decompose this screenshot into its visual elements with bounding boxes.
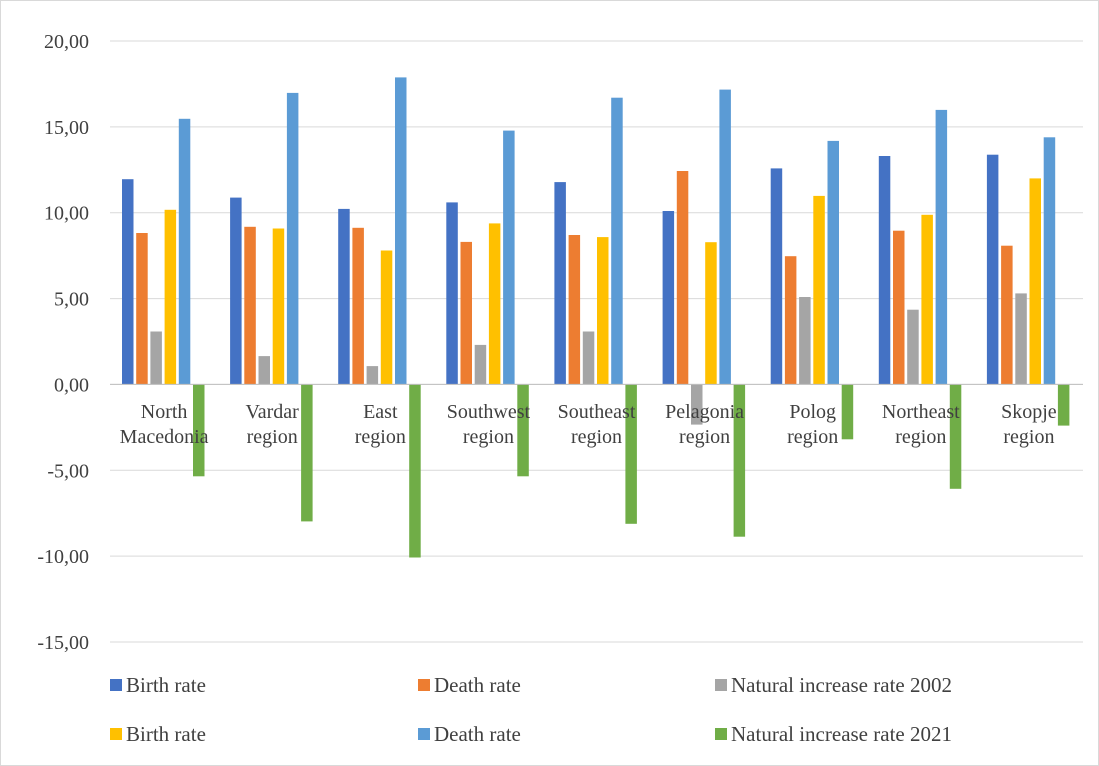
bar (784, 256, 797, 385)
bar (799, 297, 811, 385)
bar (907, 309, 919, 385)
bar (122, 179, 134, 385)
bar (272, 228, 285, 385)
bar (625, 384, 637, 524)
bar (935, 109, 948, 385)
bar (568, 235, 581, 385)
bar (395, 77, 407, 385)
bar (380, 250, 393, 385)
bar (813, 195, 825, 385)
bar (1057, 384, 1070, 426)
bar (338, 208, 350, 385)
legend-label: Death rate (434, 673, 521, 697)
bar (582, 331, 595, 385)
bar (770, 168, 783, 385)
bar (1029, 178, 1041, 385)
bar (244, 226, 256, 385)
legend-label: Death rate (434, 722, 521, 746)
y-tick-label: 5,00 (54, 289, 89, 311)
bar (662, 211, 675, 385)
bar (841, 384, 854, 440)
bar (460, 241, 472, 385)
category-label: North Macedonia (120, 401, 209, 448)
category-label: East region (355, 401, 406, 448)
y-tick-label: 15,00 (44, 117, 89, 139)
bar (827, 140, 839, 385)
legend-swatch (715, 679, 727, 691)
y-tick-label: -15,00 (37, 632, 89, 654)
y-tick-label: 20,00 (44, 31, 89, 53)
bar (878, 156, 891, 385)
bar (597, 237, 609, 385)
y-tick-label: -10,00 (37, 546, 89, 568)
bar (705, 242, 717, 385)
bar (921, 214, 933, 385)
legend-swatch (715, 728, 727, 740)
axes: 20,00 15,00 10,00 5,00 0,00 -5,00 -10,00 -15,00… (37, 31, 1083, 654)
legend[interactable]: Birth rate Death rate Natural increase rat… (110, 673, 952, 746)
category-label: Southeast region (558, 401, 636, 448)
bar (136, 233, 148, 385)
bar (517, 384, 529, 477)
bar (554, 182, 566, 385)
legend-entry[interactable]: Death rate (418, 673, 521, 697)
bar (691, 384, 703, 425)
bar (676, 171, 689, 385)
legend-swatch (110, 679, 122, 691)
bar (409, 384, 421, 558)
bar (164, 209, 177, 385)
bar (733, 384, 746, 537)
category-label: Northeast region (882, 401, 960, 448)
legend-entry[interactable]: Natural increase rate 2021 (715, 722, 952, 746)
category-label: Southwest region (447, 401, 531, 448)
y-tick-label: 10,00 (44, 203, 89, 225)
category-label: Skopje region (1001, 401, 1057, 448)
bar (949, 384, 962, 489)
legend-label: Birth rate (126, 722, 206, 746)
bar (301, 384, 313, 522)
category-label: Vardar region (246, 401, 300, 448)
bar (986, 154, 999, 385)
bar (503, 130, 515, 385)
legend-swatch (418, 728, 430, 740)
bar (286, 92, 299, 385)
legend-label: Birth rate (126, 673, 206, 697)
bar (178, 118, 191, 385)
legend-entry[interactable]: Natural increase rate 2002 (715, 673, 952, 697)
bar (488, 223, 501, 385)
bar (230, 197, 242, 385)
category-label: Polog region (787, 401, 838, 448)
bar (474, 344, 487, 385)
category-label: Pelagonia region (665, 401, 744, 448)
legend-label: Natural increase rate 2021 (731, 722, 952, 746)
bar (446, 202, 458, 385)
bar (352, 227, 364, 385)
legend-swatch (110, 728, 122, 740)
legend-entry[interactable]: Birth rate (110, 673, 206, 697)
bar (193, 384, 205, 477)
bar (366, 366, 379, 385)
y-tick-label: 0,00 (54, 374, 89, 396)
bar (1015, 293, 1027, 385)
legend-entry[interactable]: Birth rate (110, 722, 206, 746)
bar (150, 331, 162, 385)
bar (893, 230, 905, 385)
legend-swatch (418, 679, 430, 691)
legend-entry[interactable]: Death rate (418, 722, 521, 746)
bar (1001, 245, 1013, 385)
bar (611, 97, 623, 385)
bar (1043, 137, 1056, 385)
bar (258, 356, 270, 385)
bar (719, 89, 731, 385)
bars (122, 77, 1070, 558)
y-tick-label: -5,00 (47, 460, 89, 482)
legend-label: Natural increase rate 2002 (731, 673, 952, 697)
